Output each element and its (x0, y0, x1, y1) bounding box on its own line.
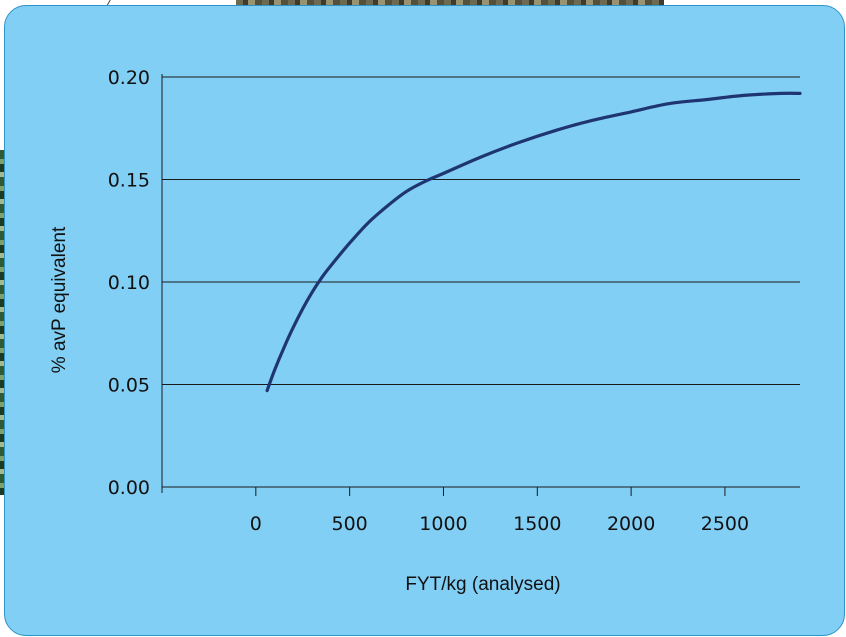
y-tick-labels: 0.00 0.05 0.10 0.15 0.20 (108, 67, 150, 499)
x-axis-label: FYT/kg (analysed) (405, 574, 560, 595)
x-tick-label: 500 (332, 513, 368, 535)
x-tick-labels: 0 500 1000 1500 2000 2500 (250, 513, 749, 535)
series-group (265, 91, 802, 393)
x-tick-label: 1000 (419, 513, 467, 535)
x-tick-label: 0 (250, 513, 262, 535)
y-tick-label: 0.10 (108, 272, 150, 294)
x-tick-label: 1500 (513, 513, 561, 535)
gridlines (162, 76, 800, 488)
y-tick-label: 0.00 (108, 477, 150, 499)
y-tick-label: 0.05 (108, 375, 150, 397)
chart-card (4, 5, 845, 636)
y-axis-label: % avP equivalent (49, 226, 70, 373)
x-tick-label: 2500 (701, 513, 749, 535)
x-tick-label: 2000 (607, 513, 655, 535)
axes (161, 74, 726, 496)
y-tick-label: 0.15 (108, 170, 150, 192)
series-line-0 (265, 91, 802, 393)
y-tick-label: 0.20 (108, 67, 150, 89)
